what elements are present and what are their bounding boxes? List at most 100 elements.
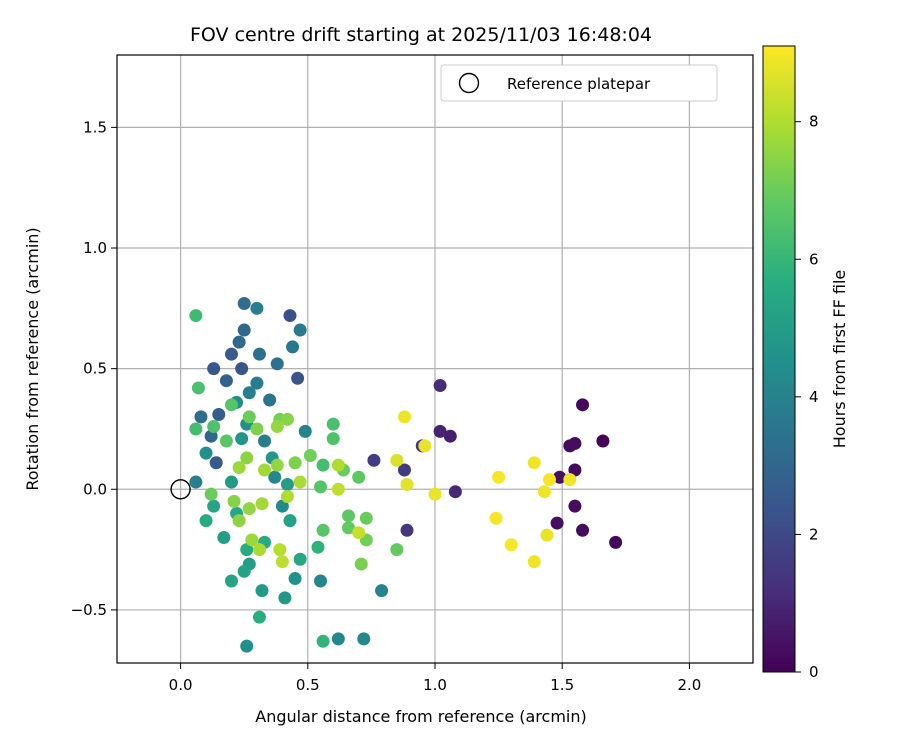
scatter-point — [527, 456, 541, 470]
y-axis-label: Rotation from reference (arcmin) — [23, 227, 42, 490]
chart-title: FOV centre drift starting at 2025/11/03 … — [190, 24, 652, 46]
scatter-point — [199, 514, 213, 528]
scatter-point — [258, 434, 272, 448]
scatter-point — [191, 381, 205, 395]
scatter-point — [275, 499, 289, 513]
scatter-point — [331, 458, 345, 472]
scatter-point — [357, 632, 371, 646]
colorbar-tick-label: 0 — [809, 663, 819, 681]
scatter-point — [331, 482, 345, 496]
scatter-point — [527, 555, 541, 569]
scatter-point — [576, 398, 590, 412]
scatter-point — [227, 494, 241, 508]
reference-point — [170, 479, 191, 500]
scatter-point — [273, 543, 287, 557]
scatter-point — [219, 374, 233, 388]
x-axis-label: Angular distance from reference (arcmin) — [255, 707, 586, 726]
y-tick-label: 0.0 — [83, 480, 107, 498]
scatter-point — [286, 340, 300, 354]
scatter-point — [314, 574, 328, 588]
scatter-point — [212, 407, 226, 421]
y-tick-label: 1.5 — [83, 118, 107, 136]
y-tick-label: 0.5 — [83, 360, 107, 378]
colorbar-label: Hours from first FF file — [830, 270, 849, 449]
scatter-point — [240, 639, 254, 653]
scatter-point — [418, 439, 432, 453]
scatter-point — [288, 456, 302, 470]
scatter-point — [207, 362, 221, 376]
scatter-point — [400, 523, 414, 537]
scatter-point — [242, 502, 256, 516]
scatter-point — [293, 323, 307, 337]
colorbar-gradient — [762, 45, 796, 673]
scatter-point — [563, 473, 577, 487]
scatter-point — [270, 357, 284, 371]
scatter-point — [204, 487, 218, 501]
scatter-point — [252, 543, 266, 557]
scatter-point — [293, 552, 307, 566]
scatter-point — [288, 572, 302, 586]
scatter-point — [219, 434, 233, 448]
scatter-point — [280, 412, 294, 426]
scatter-point — [224, 475, 238, 489]
scatter-point — [303, 449, 317, 463]
scatter-point — [342, 521, 356, 535]
scatter-point — [553, 470, 567, 484]
scatter-point — [359, 511, 373, 525]
scatter-point — [433, 424, 447, 438]
colorbar-tick-label: 2 — [809, 525, 819, 543]
scatter-point — [316, 523, 330, 537]
scatter-point — [237, 323, 251, 337]
scatter-point — [252, 347, 266, 361]
scatter-point — [189, 309, 203, 323]
scatter-point — [232, 514, 246, 528]
colorbar: 0 2 4 6 8 Hours from first FF file — [762, 45, 849, 681]
scatter-point — [293, 475, 307, 489]
grid — [117, 55, 753, 663]
legend-box — [440, 64, 718, 102]
scatter-point — [250, 301, 264, 315]
colorbar-ticks: 0 2 4 6 8 — [795, 113, 819, 681]
x-tick-label: 0.5 — [296, 676, 320, 694]
scatter-point — [224, 347, 238, 361]
scatter-point — [232, 335, 246, 349]
y-tick-label: 1.0 — [83, 239, 107, 257]
scatter-point — [245, 533, 259, 547]
scatter-point — [217, 531, 231, 545]
scatter-point — [255, 584, 269, 598]
scatter-point — [316, 458, 330, 472]
scatter-point — [189, 422, 203, 436]
scatter-point — [397, 410, 411, 424]
x-axis: 0.0 0.5 1.0 1.5 2.0 — [169, 663, 701, 694]
scatter-point — [189, 475, 203, 489]
colorbar-tick-label: 6 — [809, 250, 819, 268]
scatter-point — [278, 591, 292, 605]
scatter-point — [326, 417, 340, 431]
scatter-point — [311, 540, 325, 554]
scatter-point — [207, 499, 221, 513]
scatter-point — [443, 429, 457, 443]
scatter-point — [250, 376, 264, 390]
scatter-point — [400, 477, 414, 491]
colorbar-tick-label: 4 — [809, 388, 819, 406]
scatter-point — [298, 424, 312, 438]
scatter-point — [342, 509, 356, 523]
legend-marker — [458, 72, 480, 94]
scatter-point — [397, 463, 411, 477]
scatter-point — [352, 526, 366, 540]
scatter-point — [275, 555, 289, 569]
scatter-point — [283, 309, 297, 323]
scatter-point — [258, 463, 272, 477]
scatter-point — [609, 535, 623, 549]
scatter-point — [235, 432, 249, 446]
scatter-point — [224, 398, 238, 412]
scatter-point — [224, 574, 238, 588]
scatter-point — [252, 610, 266, 624]
scatter-point — [433, 379, 447, 393]
scatter-point — [568, 499, 582, 513]
scatter-point — [390, 543, 404, 557]
x-tick-label: 0.0 — [169, 676, 193, 694]
scatter-point — [492, 470, 506, 484]
scatter-point — [542, 473, 556, 487]
